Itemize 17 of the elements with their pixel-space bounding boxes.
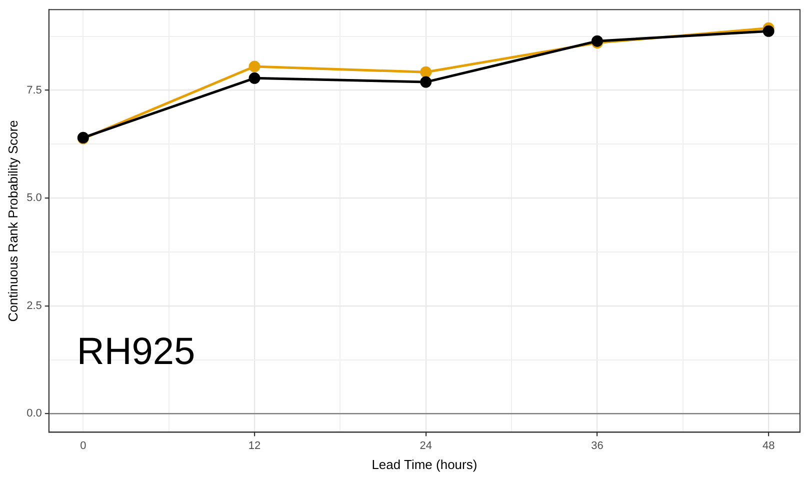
y-tick-label: 2.5 — [26, 300, 42, 312]
point — [248, 72, 260, 84]
annotation: RH925 — [76, 331, 196, 374]
x-tick-label: 36 — [591, 440, 604, 452]
point — [420, 76, 432, 88]
y-tick-label: 5.0 — [26, 192, 42, 204]
y-tick-label: 7.5 — [26, 84, 42, 96]
x-tick-label: 24 — [420, 440, 432, 452]
x-tick-label: 12 — [248, 440, 261, 452]
y-tick-label: 0.0 — [26, 408, 42, 420]
x-axis-title: Lead Time (hours) — [372, 456, 478, 472]
x-tick-label: 0 — [80, 440, 86, 452]
point — [420, 66, 432, 78]
point — [762, 25, 774, 37]
y-axis-title: Continuous Rank Probability Score — [5, 120, 20, 322]
point — [248, 60, 260, 72]
x-tick-label: 48 — [762, 440, 775, 452]
